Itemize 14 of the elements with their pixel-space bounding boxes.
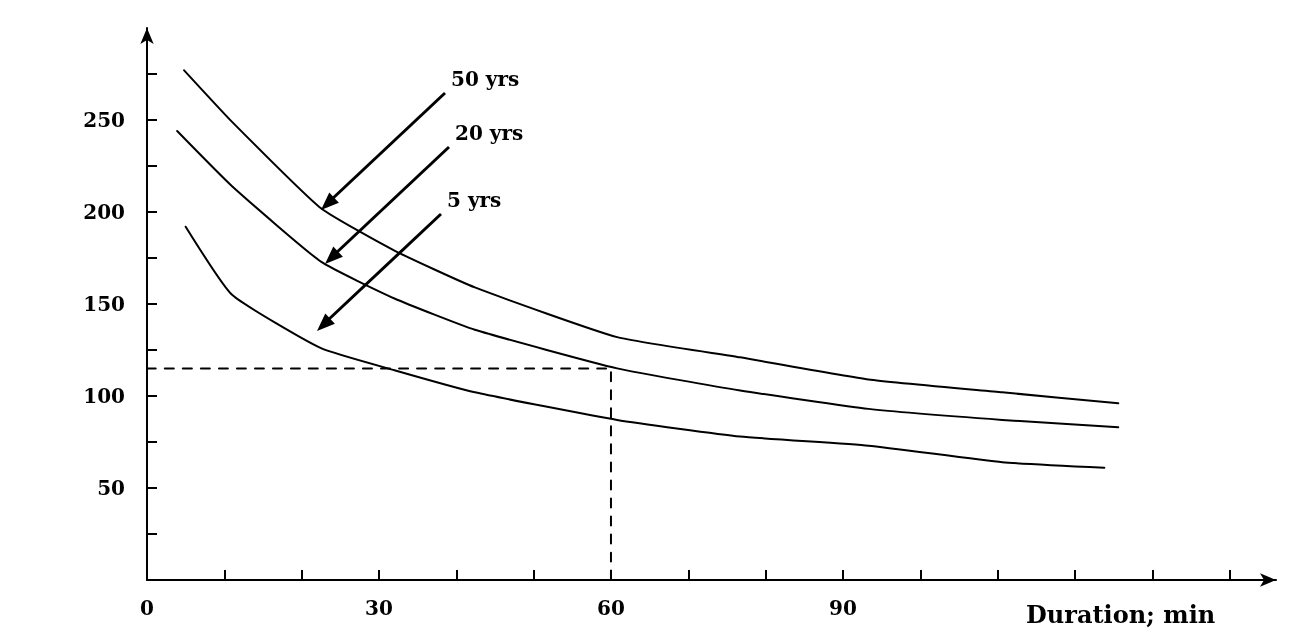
y-tick-label: 50: [97, 476, 125, 500]
x-tick-label: 0: [140, 596, 154, 620]
x-tick-label: 60: [597, 596, 625, 620]
y-tick-label: 250: [83, 108, 125, 132]
y-tick-label: 200: [83, 200, 125, 224]
x-axis-title: Duration; min: [1026, 599, 1216, 629]
annotation: 50 yrs: [451, 67, 520, 91]
annotation: 20 yrs: [455, 121, 524, 145]
y-tick-label: 150: [83, 292, 125, 316]
line-series: [183, 69, 1120, 405]
annotation: 5 yrs: [447, 188, 502, 212]
x-tick-label: 30: [365, 596, 393, 620]
y-tick-label: 100: [83, 384, 125, 408]
x-tick-label: 90: [829, 596, 857, 620]
